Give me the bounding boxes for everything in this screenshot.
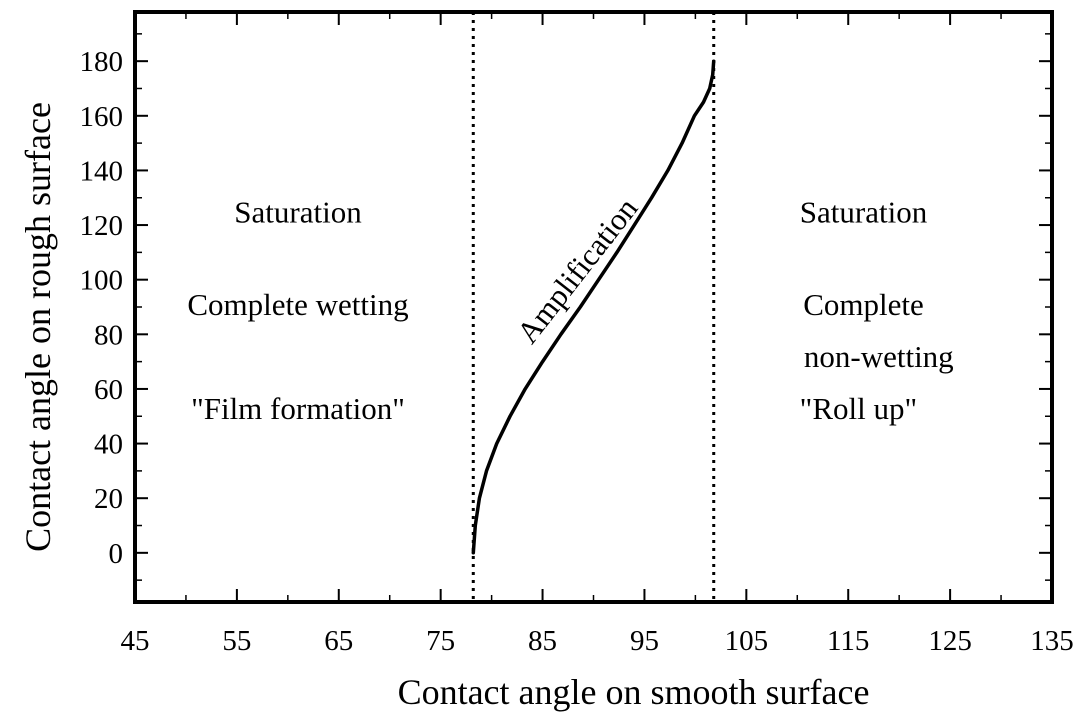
x-tick-label: 75 — [426, 625, 455, 657]
annotation-label: Complete wetting — [187, 287, 408, 322]
x-tick-label: 95 — [630, 625, 659, 657]
x-axis-title: Contact angle on smooth surface — [398, 672, 870, 712]
y-tick-label: 140 — [80, 155, 124, 187]
annotation-label: non-wetting — [804, 339, 954, 374]
y-tick-label: 80 — [94, 319, 123, 351]
y-tick-label: 40 — [94, 429, 123, 461]
y-tick-label: 100 — [80, 265, 124, 297]
x-tick-label: 55 — [222, 625, 251, 657]
y-tick-label: 180 — [80, 46, 124, 78]
series-layer — [471, 59, 716, 555]
x-tick-label: 45 — [121, 625, 150, 657]
x-tick-label: 125 — [928, 625, 972, 657]
plot-frame — [133, 10, 1054, 604]
annotation-label: Saturation — [800, 194, 928, 229]
x-tick-label: 135 — [1030, 625, 1074, 657]
series-line — [471, 59, 716, 555]
annotation-label: "Film formation" — [191, 391, 405, 426]
annotation-label: Saturation — [234, 194, 362, 229]
x-tick-label: 85 — [528, 625, 557, 657]
y-tick-label: 20 — [94, 483, 123, 515]
y-tick-label: 160 — [80, 101, 124, 133]
tick-labels-layer: 45 55 65 75 85 95 105 115 125 135 0 20 40 60 80 100 120 1… — [80, 46, 1074, 657]
x-tick-label: 115 — [827, 625, 869, 657]
annotation-label: Complete — [803, 287, 924, 322]
annotation-label: "Roll up" — [800, 391, 917, 426]
y-tick-label: 120 — [80, 210, 124, 242]
vlines-layer — [471, 12, 716, 602]
annotations-layer: Saturation Complete wetting "Film formatio… — [187, 191, 953, 426]
annotation-label: Amplification — [510, 191, 645, 350]
y-tick-label: 60 — [94, 374, 123, 406]
x-tick-label: 105 — [725, 625, 769, 657]
y-axis-title: Contact angle on rough surface — [18, 102, 58, 552]
y-tick-label: 0 — [109, 538, 124, 570]
x-tick-label: 65 — [324, 625, 353, 657]
